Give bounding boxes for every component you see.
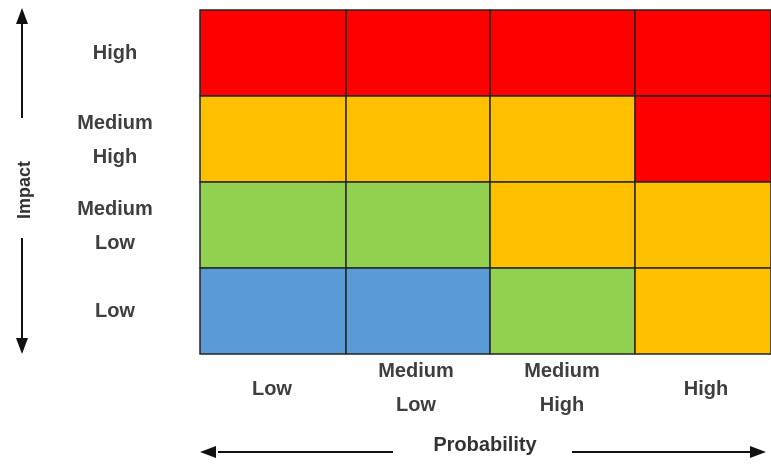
matrix-cell-r1-c4 — [634, 9, 771, 97]
matrix-cell-r3-c1 — [199, 181, 347, 269]
probability-arrow — [200, 446, 766, 458]
probability-level-medium-low: Medium Low — [378, 360, 454, 416]
impact-arrow — [16, 8, 28, 354]
matrix-cell-r4-c4 — [634, 267, 771, 355]
matrix-cell-r2-c4 — [634, 95, 771, 183]
impact-level-medium-low: Medium Low — [77, 198, 153, 254]
impact-axis-label: Impact — [13, 160, 34, 220]
matrix-cells — [199, 9, 771, 355]
matrix-cell-r3-c2 — [345, 181, 491, 269]
matrix-cell-r2-c1 — [199, 95, 347, 183]
matrix-cell-r1-c1 — [199, 9, 347, 97]
probability-level-high: High — [683, 378, 729, 400]
matrix-cell-r2-c2 — [345, 95, 491, 183]
probability-level-medium-high: Medium High — [524, 360, 600, 416]
matrix-cell-r3-c3 — [489, 181, 636, 269]
matrix-cell-r4-c1 — [199, 267, 347, 355]
matrix-cell-r4-c3 — [489, 267, 636, 355]
probability-axis-label: Probability — [400, 434, 570, 457]
matrix-cell-r1-c3 — [489, 9, 636, 97]
matrix-cell-r2-c3 — [489, 95, 636, 183]
probability-level-low: Low — [252, 378, 292, 400]
matrix-cell-r1-c2 — [345, 9, 491, 97]
matrix-cell-r3-c4 — [634, 181, 771, 269]
impact-level-low: Low — [95, 300, 135, 322]
impact-level-medium-high: Medium High — [77, 112, 153, 168]
matrix-cell-r4-c2 — [345, 267, 491, 355]
impact-level-high: High — [92, 42, 138, 64]
